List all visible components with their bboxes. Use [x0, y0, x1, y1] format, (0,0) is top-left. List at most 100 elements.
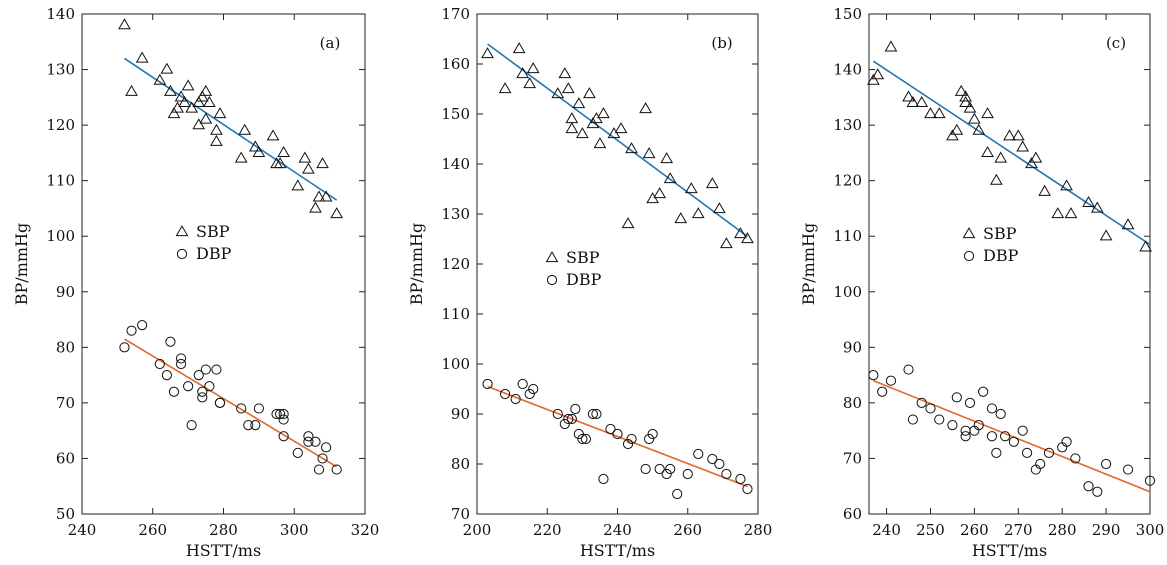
dbp-point	[250, 420, 261, 431]
dbp-point	[313, 464, 325, 475]
y-axis-title: BP/mmHg	[407, 223, 426, 305]
dbp-point	[742, 483, 753, 495]
dbp-point	[868, 370, 879, 381]
dbp-point	[1122, 464, 1134, 475]
dbp-point	[735, 473, 746, 485]
legend-label-dbp: DBP	[566, 270, 602, 289]
y-tick-label: 120	[46, 116, 75, 134]
sbp-point	[583, 87, 596, 99]
dbp-point	[916, 397, 927, 408]
dbp-point	[271, 408, 282, 420]
y-tick-label: 70	[451, 505, 470, 523]
sbp-point	[572, 97, 586, 109]
sbp-point	[291, 179, 305, 191]
dbp-point	[654, 463, 665, 475]
sbp-point	[906, 95, 920, 108]
sbp-point	[192, 95, 206, 108]
y-tick-label: 150	[833, 5, 862, 23]
dbp-point	[161, 370, 172, 381]
sbp-point	[1064, 207, 1078, 219]
dbp-point	[1017, 425, 1028, 436]
y-tick-label: 80	[56, 338, 75, 356]
dbp-point	[707, 453, 718, 465]
y-tick-label: 80	[451, 455, 470, 473]
x-tick-label: 260	[138, 521, 167, 539]
dbp-point	[903, 364, 914, 375]
sbp-point	[621, 217, 635, 229]
sbp-point	[1051, 207, 1065, 219]
sbp-point	[593, 137, 607, 149]
sbp-point	[125, 84, 138, 96]
sbp-point	[734, 227, 747, 239]
legend-label-sbp: SBP	[983, 224, 1017, 243]
sbp-point	[915, 95, 929, 108]
sbp-point	[330, 207, 344, 219]
sbp-point	[181, 79, 195, 91]
y-tick-label: 100	[833, 283, 862, 301]
legend-label-sbp: SBP	[196, 222, 230, 241]
dbp-point	[1100, 458, 1112, 470]
sbp-point	[481, 47, 494, 59]
sbp-point	[252, 145, 266, 158]
dbp-point	[1070, 453, 1081, 464]
sbp-point	[266, 129, 280, 141]
sbp-point	[234, 151, 248, 163]
sbp-point	[171, 101, 184, 113]
y-tick-label: 130	[441, 205, 470, 223]
dbp-point	[947, 420, 958, 431]
legend-label-dbp: DBP	[983, 246, 1019, 265]
dbp-point	[1083, 481, 1094, 492]
y-tick-label: 100	[46, 227, 75, 245]
dbp-point	[598, 473, 609, 485]
sbp-point	[884, 40, 898, 52]
panel-label: (c)	[1106, 34, 1126, 52]
sbp-point	[164, 84, 177, 96]
sbp-point	[867, 73, 880, 85]
y-tick-label: 130	[833, 116, 862, 134]
dbp-fit-line	[487, 385, 748, 488]
dbp-point	[186, 420, 197, 431]
x-tick-label: 290	[1092, 521, 1121, 539]
y-tick-label: 70	[56, 394, 75, 412]
dbp-point	[278, 408, 289, 420]
dbp-point	[204, 381, 215, 392]
legend-marker-dbp	[963, 250, 975, 262]
sbp-point	[663, 172, 677, 184]
dbp-fit-line	[124, 338, 338, 468]
sbp-point	[160, 62, 174, 74]
dbp-point	[978, 386, 989, 397]
sbp-point	[712, 202, 726, 214]
y-tick-label: 120	[441, 255, 470, 273]
plot-frame	[868, 13, 1151, 515]
sbp-point	[720, 237, 733, 249]
sbp-point	[994, 151, 1008, 163]
dbp-point	[885, 375, 897, 386]
dbp-point	[1061, 436, 1072, 447]
dbp-point	[1008, 436, 1019, 447]
dbp-point	[175, 353, 187, 364]
sbp-point	[1082, 195, 1095, 208]
dbp-point	[960, 431, 971, 442]
sbp-point	[625, 142, 638, 154]
dbp-point	[183, 381, 194, 392]
dbp-point	[925, 403, 936, 414]
sbp-point	[558, 67, 572, 79]
y-tick-label: 160	[441, 55, 470, 73]
sbp-point	[498, 82, 512, 94]
sbp-point	[660, 152, 674, 164]
sbp-point	[135, 51, 149, 63]
x-axis-title: HSTT/ms	[186, 541, 261, 560]
y-tick-label: 50	[56, 505, 75, 523]
dbp-point	[640, 463, 651, 475]
dbp-point	[200, 364, 211, 375]
x-tick-label: 300	[280, 521, 309, 539]
sbp-point	[238, 123, 252, 135]
dbp-point	[647, 428, 658, 440]
dbp-point	[214, 397, 226, 408]
sbp-fit-line	[487, 43, 748, 238]
y-tick-label: 170	[441, 5, 470, 23]
sbp-point	[653, 187, 667, 199]
dbp-point	[510, 393, 521, 405]
sbp-point	[298, 151, 312, 163]
dbp-point	[1043, 447, 1055, 458]
